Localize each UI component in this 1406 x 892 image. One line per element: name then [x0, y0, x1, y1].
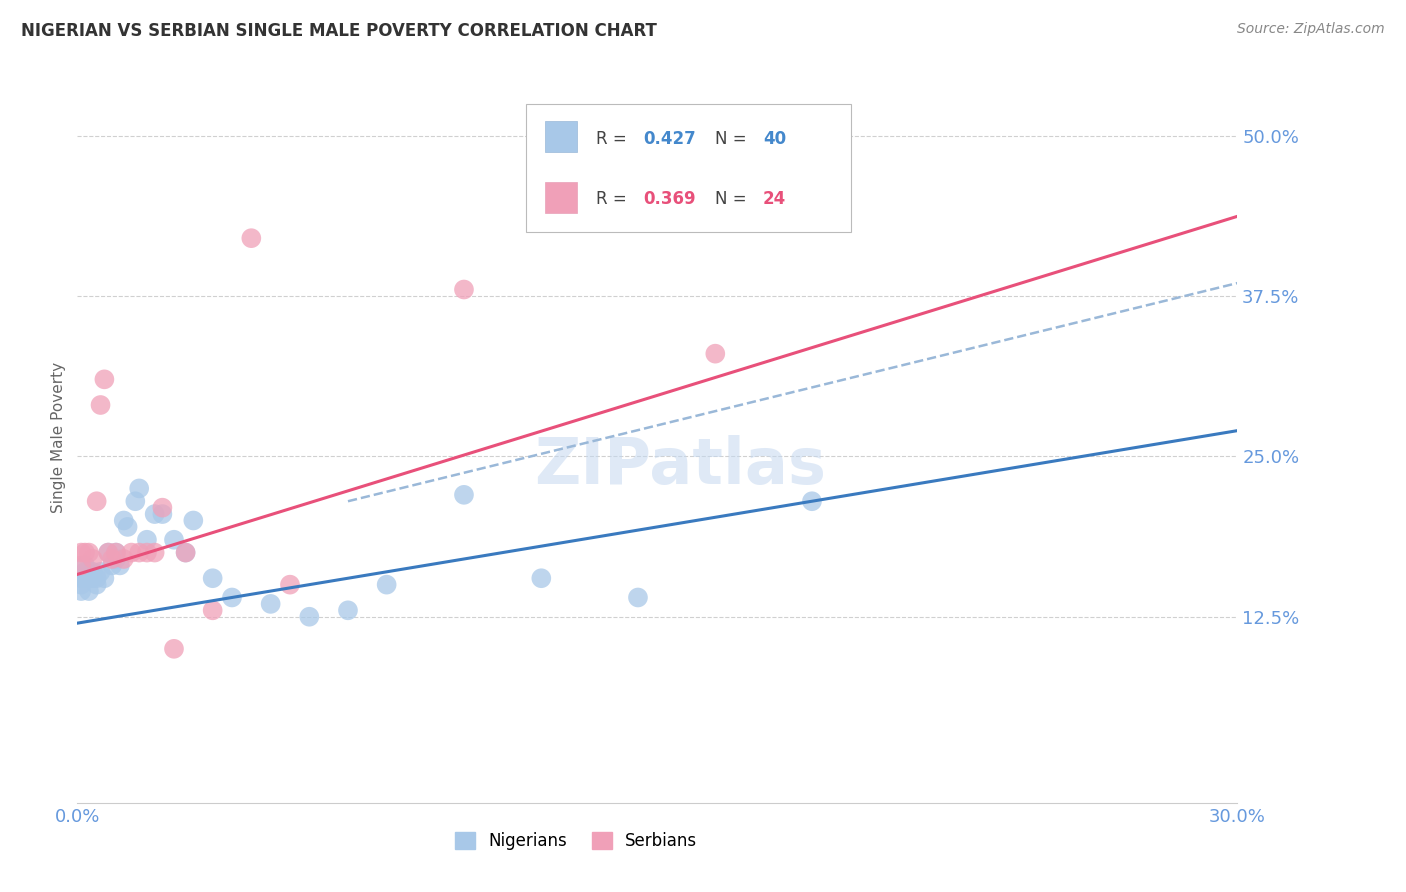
Point: [117, 520, 139, 534]
Text: NIGERIAN VS SERBIAN SINGLE MALE POVERTY CORRELATION CHART: NIGERIAN VS SERBIAN SINGLE MALE POVERTY …: [21, 22, 657, 40]
Point: [77, 565, 100, 579]
Y-axis label: Single Male Poverty: Single Male Poverty: [51, 361, 66, 513]
Point: [82, 552, 104, 566]
Point: [101, 558, 124, 573]
Point: [174, 545, 197, 559]
Point: [240, 231, 263, 245]
Legend: Nigerians, Serbians: Nigerians, Serbians: [449, 825, 704, 856]
Text: 40: 40: [763, 130, 786, 148]
Point: [143, 545, 166, 559]
Point: [75, 558, 96, 573]
Point: [90, 398, 111, 412]
Point: [90, 565, 111, 579]
Point: [93, 571, 115, 585]
Point: [201, 603, 224, 617]
Point: [97, 545, 120, 559]
Point: [124, 494, 146, 508]
Point: [278, 577, 301, 591]
Point: [86, 494, 108, 508]
Text: ZIPatlas: ZIPatlas: [534, 435, 827, 498]
Point: [97, 545, 120, 559]
Point: [337, 603, 360, 617]
Point: [183, 514, 205, 528]
Point: [704, 346, 727, 360]
Point: [112, 552, 135, 566]
Point: [298, 609, 321, 624]
Text: R =: R =: [596, 130, 631, 148]
Point: [453, 283, 475, 297]
Point: [128, 482, 150, 496]
Point: [82, 565, 104, 579]
Point: [375, 577, 398, 591]
Point: [112, 514, 135, 528]
Point: [70, 545, 93, 559]
Point: [105, 552, 127, 566]
Text: 0.369: 0.369: [644, 190, 696, 209]
Point: [77, 545, 100, 559]
Point: [108, 558, 131, 573]
Point: [221, 591, 243, 605]
Text: N =: N =: [716, 190, 752, 209]
Point: [152, 500, 174, 515]
Point: [174, 545, 197, 559]
Point: [70, 571, 93, 585]
Text: Source: ZipAtlas.com: Source: ZipAtlas.com: [1237, 22, 1385, 37]
Point: [152, 507, 174, 521]
Point: [70, 584, 93, 599]
Point: [75, 545, 96, 559]
Text: R =: R =: [596, 190, 631, 209]
Point: [105, 545, 127, 559]
Point: [136, 545, 159, 559]
Point: [627, 591, 650, 605]
Point: [86, 577, 108, 591]
Point: [101, 552, 124, 566]
FancyBboxPatch shape: [526, 104, 851, 232]
Point: [86, 571, 108, 585]
Bar: [544, 121, 578, 152]
Point: [70, 558, 93, 573]
Point: [128, 545, 150, 559]
Point: [530, 571, 553, 585]
Point: [77, 584, 100, 599]
Point: [77, 571, 100, 585]
Point: [163, 641, 186, 656]
Point: [75, 571, 96, 585]
Point: [801, 494, 824, 508]
Point: [121, 545, 143, 559]
Text: N =: N =: [716, 130, 752, 148]
Text: 0.427: 0.427: [644, 130, 696, 148]
Point: [75, 565, 96, 579]
Point: [93, 372, 115, 386]
Text: 24: 24: [763, 190, 786, 209]
Point: [136, 533, 159, 547]
Point: [260, 597, 283, 611]
Point: [82, 571, 104, 585]
Bar: [544, 182, 578, 212]
Point: [453, 488, 475, 502]
Point: [163, 533, 186, 547]
Point: [201, 571, 224, 585]
Point: [143, 507, 166, 521]
Point: [70, 577, 93, 591]
Point: [105, 545, 127, 559]
